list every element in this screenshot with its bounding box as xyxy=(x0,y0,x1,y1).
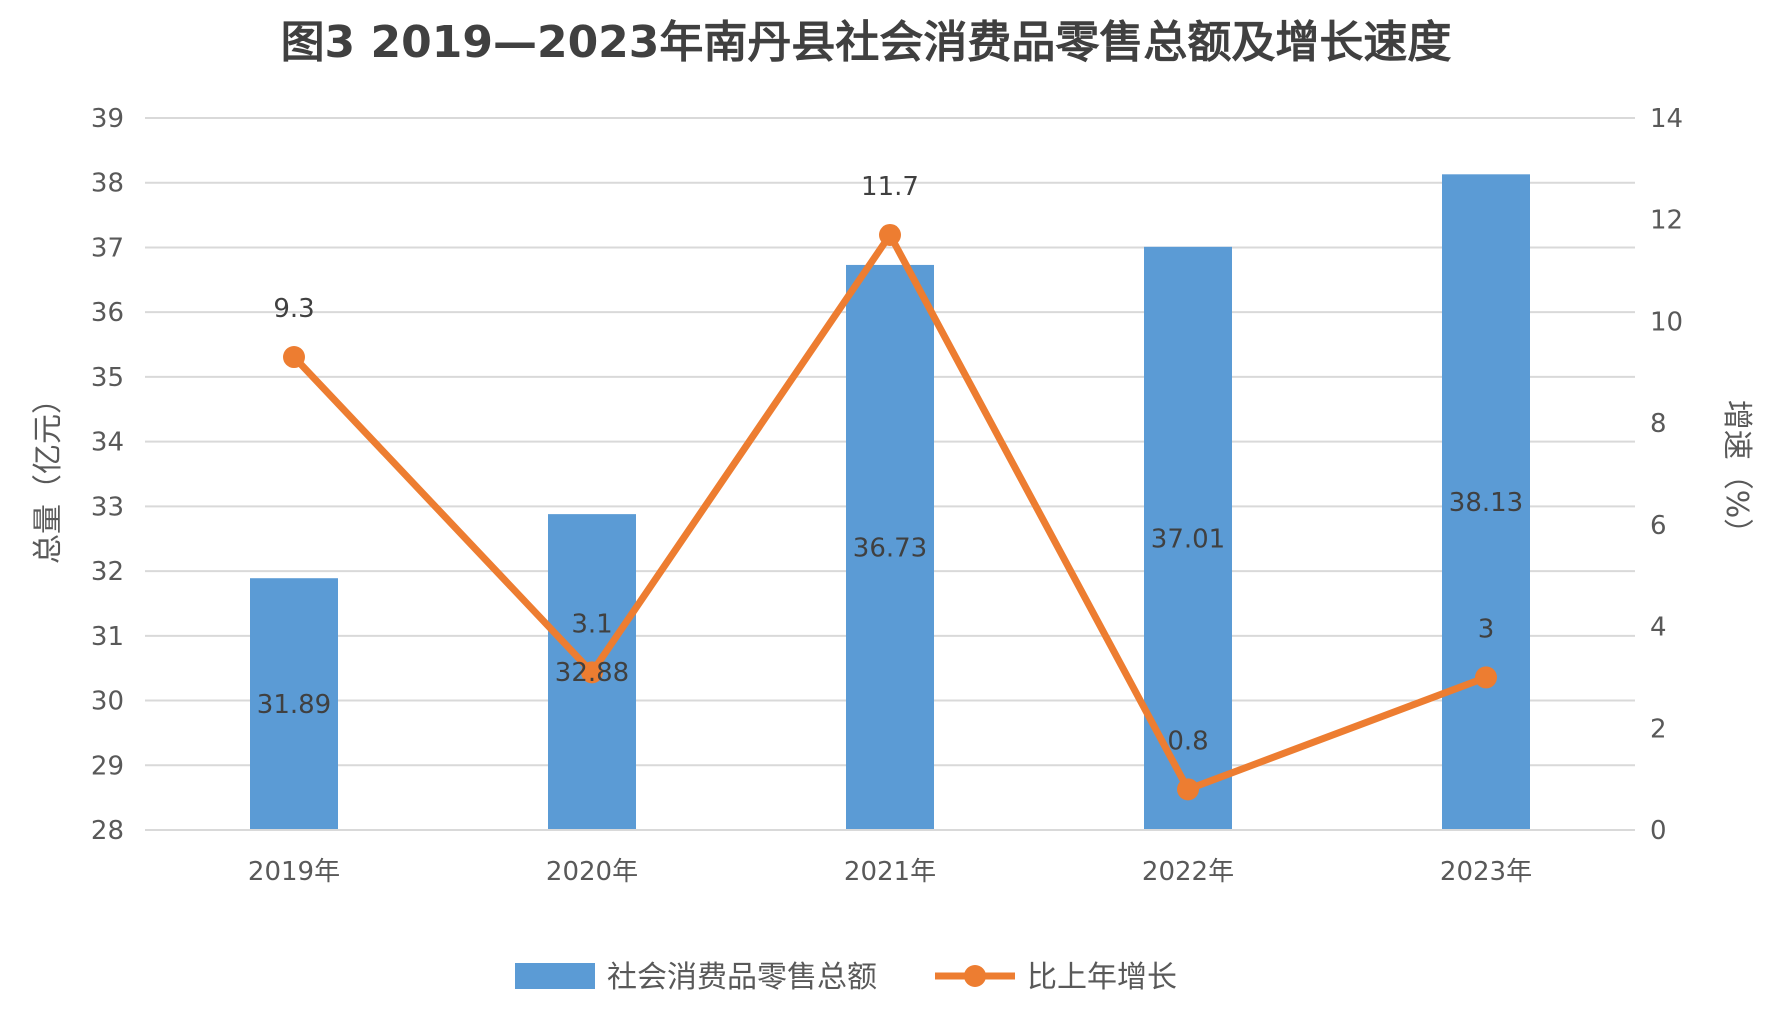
left-tick-label: 38 xyxy=(91,169,124,199)
right-tick-label: 4 xyxy=(1650,613,1667,643)
right-axis-ticks: 0 2 4 6 8 10 12 14 xyxy=(1650,104,1683,846)
bar xyxy=(846,264,934,830)
growth-point xyxy=(879,223,901,246)
bar-value-label: 31.89 xyxy=(257,690,331,720)
x-tick-label: 2021年 xyxy=(844,857,936,887)
growth-point xyxy=(1177,778,1199,801)
bar-value-label: 32.88 xyxy=(555,658,629,688)
right-axis-title: 增速（%） xyxy=(1719,400,1754,549)
right-tick-label: 2 xyxy=(1650,714,1667,744)
bar-value-label: 37.01 xyxy=(1151,524,1225,554)
left-tick-label: 33 xyxy=(91,492,124,522)
right-tick-label: 12 xyxy=(1650,206,1683,236)
legend-bar-label: 社会消费品零售总额 xyxy=(607,960,877,995)
left-tick-label: 34 xyxy=(91,428,124,458)
growth-value-label: 3.1 xyxy=(571,609,612,639)
left-axis-title: 总量（亿元） xyxy=(31,384,66,564)
right-tick-label: 6 xyxy=(1650,511,1667,541)
growth-point xyxy=(283,346,305,369)
legend-line-marker xyxy=(964,965,986,987)
left-axis-ticks: 28 29 30 31 32 33 34 35 36 37 38 39 xyxy=(91,104,124,846)
bar xyxy=(1442,174,1530,830)
growth-value-label: 11.7 xyxy=(861,172,919,202)
bar xyxy=(250,578,338,830)
x-axis: 2019年 2020年 2021年 2022年 2023年 xyxy=(145,829,1635,887)
left-tick-label: 28 xyxy=(91,816,124,846)
chart-title: 图3 2019—2023年南丹县社会消费品零售总额及增长速度 xyxy=(281,17,1452,68)
legend: 社会消费品零售总额 比上年增长 xyxy=(515,960,1177,995)
x-tick-label: 2022年 xyxy=(1142,857,1234,887)
left-tick-label: 30 xyxy=(91,687,124,717)
right-tick-label: 10 xyxy=(1650,307,1683,337)
growth-point xyxy=(1475,666,1497,689)
right-tick-label: 0 xyxy=(1650,816,1667,846)
left-tick-label: 39 xyxy=(91,104,124,134)
left-tick-label: 32 xyxy=(91,557,124,587)
left-tick-label: 35 xyxy=(91,363,124,393)
data-labels: 31.89 32.88 36.73 37.01 38.13 9.3 3.1 11.7 0.8 3 xyxy=(257,172,1523,756)
bar-value-label: 36.73 xyxy=(853,533,927,563)
x-tick-label: 2023年 xyxy=(1440,857,1532,887)
growth-value-label: 3 xyxy=(1478,614,1495,644)
right-tick-label: 14 xyxy=(1650,104,1683,134)
x-tick-label: 2019年 xyxy=(248,857,340,887)
x-tick-label: 2020年 xyxy=(546,857,638,887)
legend-bar-swatch xyxy=(515,963,595,989)
left-tick-label: 31 xyxy=(91,622,124,652)
line-series xyxy=(283,223,1497,801)
left-tick-label: 37 xyxy=(91,233,124,263)
growth-value-label: 9.3 xyxy=(273,294,314,324)
growth-value-label: 0.8 xyxy=(1167,726,1208,756)
left-tick-label: 29 xyxy=(91,751,124,781)
left-tick-label: 36 xyxy=(91,298,124,328)
growth-point xyxy=(581,661,603,684)
right-tick-label: 8 xyxy=(1650,409,1667,439)
legend-line-label: 比上年增长 xyxy=(1027,960,1177,995)
bar-value-label: 38.13 xyxy=(1449,488,1523,518)
